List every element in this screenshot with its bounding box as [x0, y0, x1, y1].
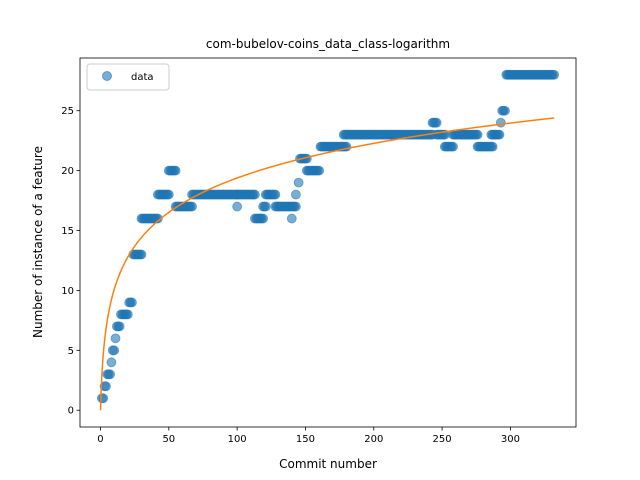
x-axis: 0 50 100 150 200 250 300	[97, 427, 520, 445]
y-tick-label: 20	[61, 166, 74, 177]
fit-curve	[99, 117, 555, 411]
data-point	[487, 141, 498, 152]
y-tick-label: 25	[61, 106, 74, 117]
data-point	[286, 213, 297, 224]
plot-marks	[96, 69, 560, 404]
legend: data	[86, 63, 170, 91]
y-tick-label: 5	[68, 346, 74, 357]
y-axis: 0 5 10 15 20 25	[61, 106, 80, 417]
data-point	[109, 345, 120, 356]
data-point	[101, 381, 111, 392]
data-point	[122, 309, 133, 320]
data-point	[232, 201, 243, 212]
data-point	[290, 189, 301, 200]
data-point	[163, 189, 174, 200]
data-point	[258, 213, 268, 224]
data-point	[106, 357, 117, 368]
data-point	[136, 249, 147, 260]
data-point	[448, 141, 458, 152]
legend-marker-data	[102, 71, 112, 81]
y-tick-label: 0	[68, 406, 74, 417]
fit-curve-group	[99, 117, 555, 411]
data-point	[152, 213, 163, 224]
x-axis-label: Commit number	[279, 457, 377, 471]
data-point	[314, 165, 325, 176]
data-point	[293, 177, 304, 188]
y-axis-label: Number of instance of a feature	[31, 146, 45, 338]
data-point	[105, 369, 115, 380]
x-tick-label: 50	[162, 434, 175, 445]
data-point	[549, 69, 560, 80]
data-point	[500, 105, 510, 116]
x-tick-label: 0	[97, 434, 103, 445]
data-point	[290, 201, 301, 212]
data-point	[260, 201, 271, 212]
x-tick-label: 150	[296, 434, 315, 445]
plot-frame	[79, 57, 577, 428]
data-point	[249, 189, 260, 200]
x-tick-label: 300	[501, 434, 520, 445]
x-tick-label: 200	[364, 434, 383, 445]
data-point	[431, 117, 442, 128]
data-point	[187, 201, 197, 212]
data-point	[114, 321, 125, 332]
y-tick-label: 10	[61, 286, 74, 297]
chart-title: com-bubelov-coins_data_class-logarithm	[206, 37, 450, 51]
legend-label-data: data	[131, 72, 154, 83]
data-point	[494, 129, 505, 140]
data-point	[472, 129, 483, 140]
data-point	[270, 189, 281, 200]
data-point	[110, 333, 121, 344]
x-tick-label: 250	[433, 434, 452, 445]
data-point	[495, 117, 506, 128]
data-point	[127, 297, 137, 308]
x-tick-label: 100	[228, 434, 247, 445]
data-point	[170, 165, 181, 176]
y-tick-label: 15	[61, 226, 74, 237]
legend-box	[86, 63, 170, 91]
